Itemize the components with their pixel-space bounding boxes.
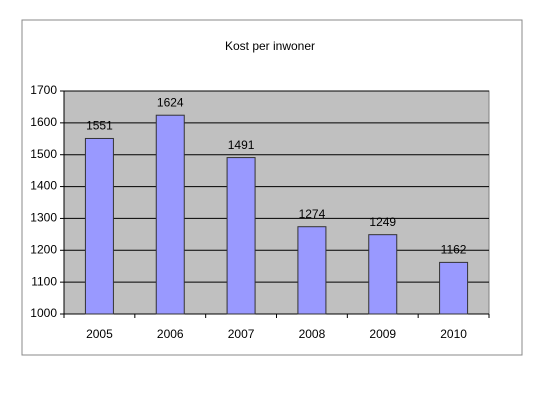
y-tick-label: 1500	[30, 147, 57, 161]
bar	[226, 157, 256, 315]
data-label: 1162	[441, 243, 467, 257]
x-tick-label: 2008	[299, 327, 326, 341]
y-tick-label: 1600	[30, 115, 57, 129]
x-tick-label: 2009	[369, 327, 396, 341]
bar	[297, 226, 327, 315]
bar	[439, 261, 469, 315]
y-tick-label: 1300	[30, 211, 57, 225]
bar	[368, 234, 398, 315]
y-tick-label: 1400	[30, 179, 57, 193]
data-label: 1491	[228, 138, 255, 152]
chart-title: Kost per inwoner	[225, 39, 315, 53]
y-tick-label: 1200	[30, 242, 57, 256]
data-label: 1249	[369, 215, 396, 229]
data-label: 1624	[157, 95, 184, 109]
x-tick-label: 2006	[157, 327, 184, 341]
y-tick-label: 1000	[30, 306, 57, 320]
data-label: 1274	[299, 207, 326, 221]
bar	[84, 137, 114, 315]
plot-area	[63, 90, 490, 315]
x-tick-label: 2007	[228, 327, 255, 341]
y-tick-label: 1100	[31, 274, 57, 288]
x-tick-label: 2010	[440, 327, 467, 341]
x-tick-label: 2005	[86, 327, 113, 341]
data-label: 1551	[86, 119, 113, 133]
y-tick-label: 1700	[30, 83, 57, 97]
bar	[155, 114, 185, 315]
